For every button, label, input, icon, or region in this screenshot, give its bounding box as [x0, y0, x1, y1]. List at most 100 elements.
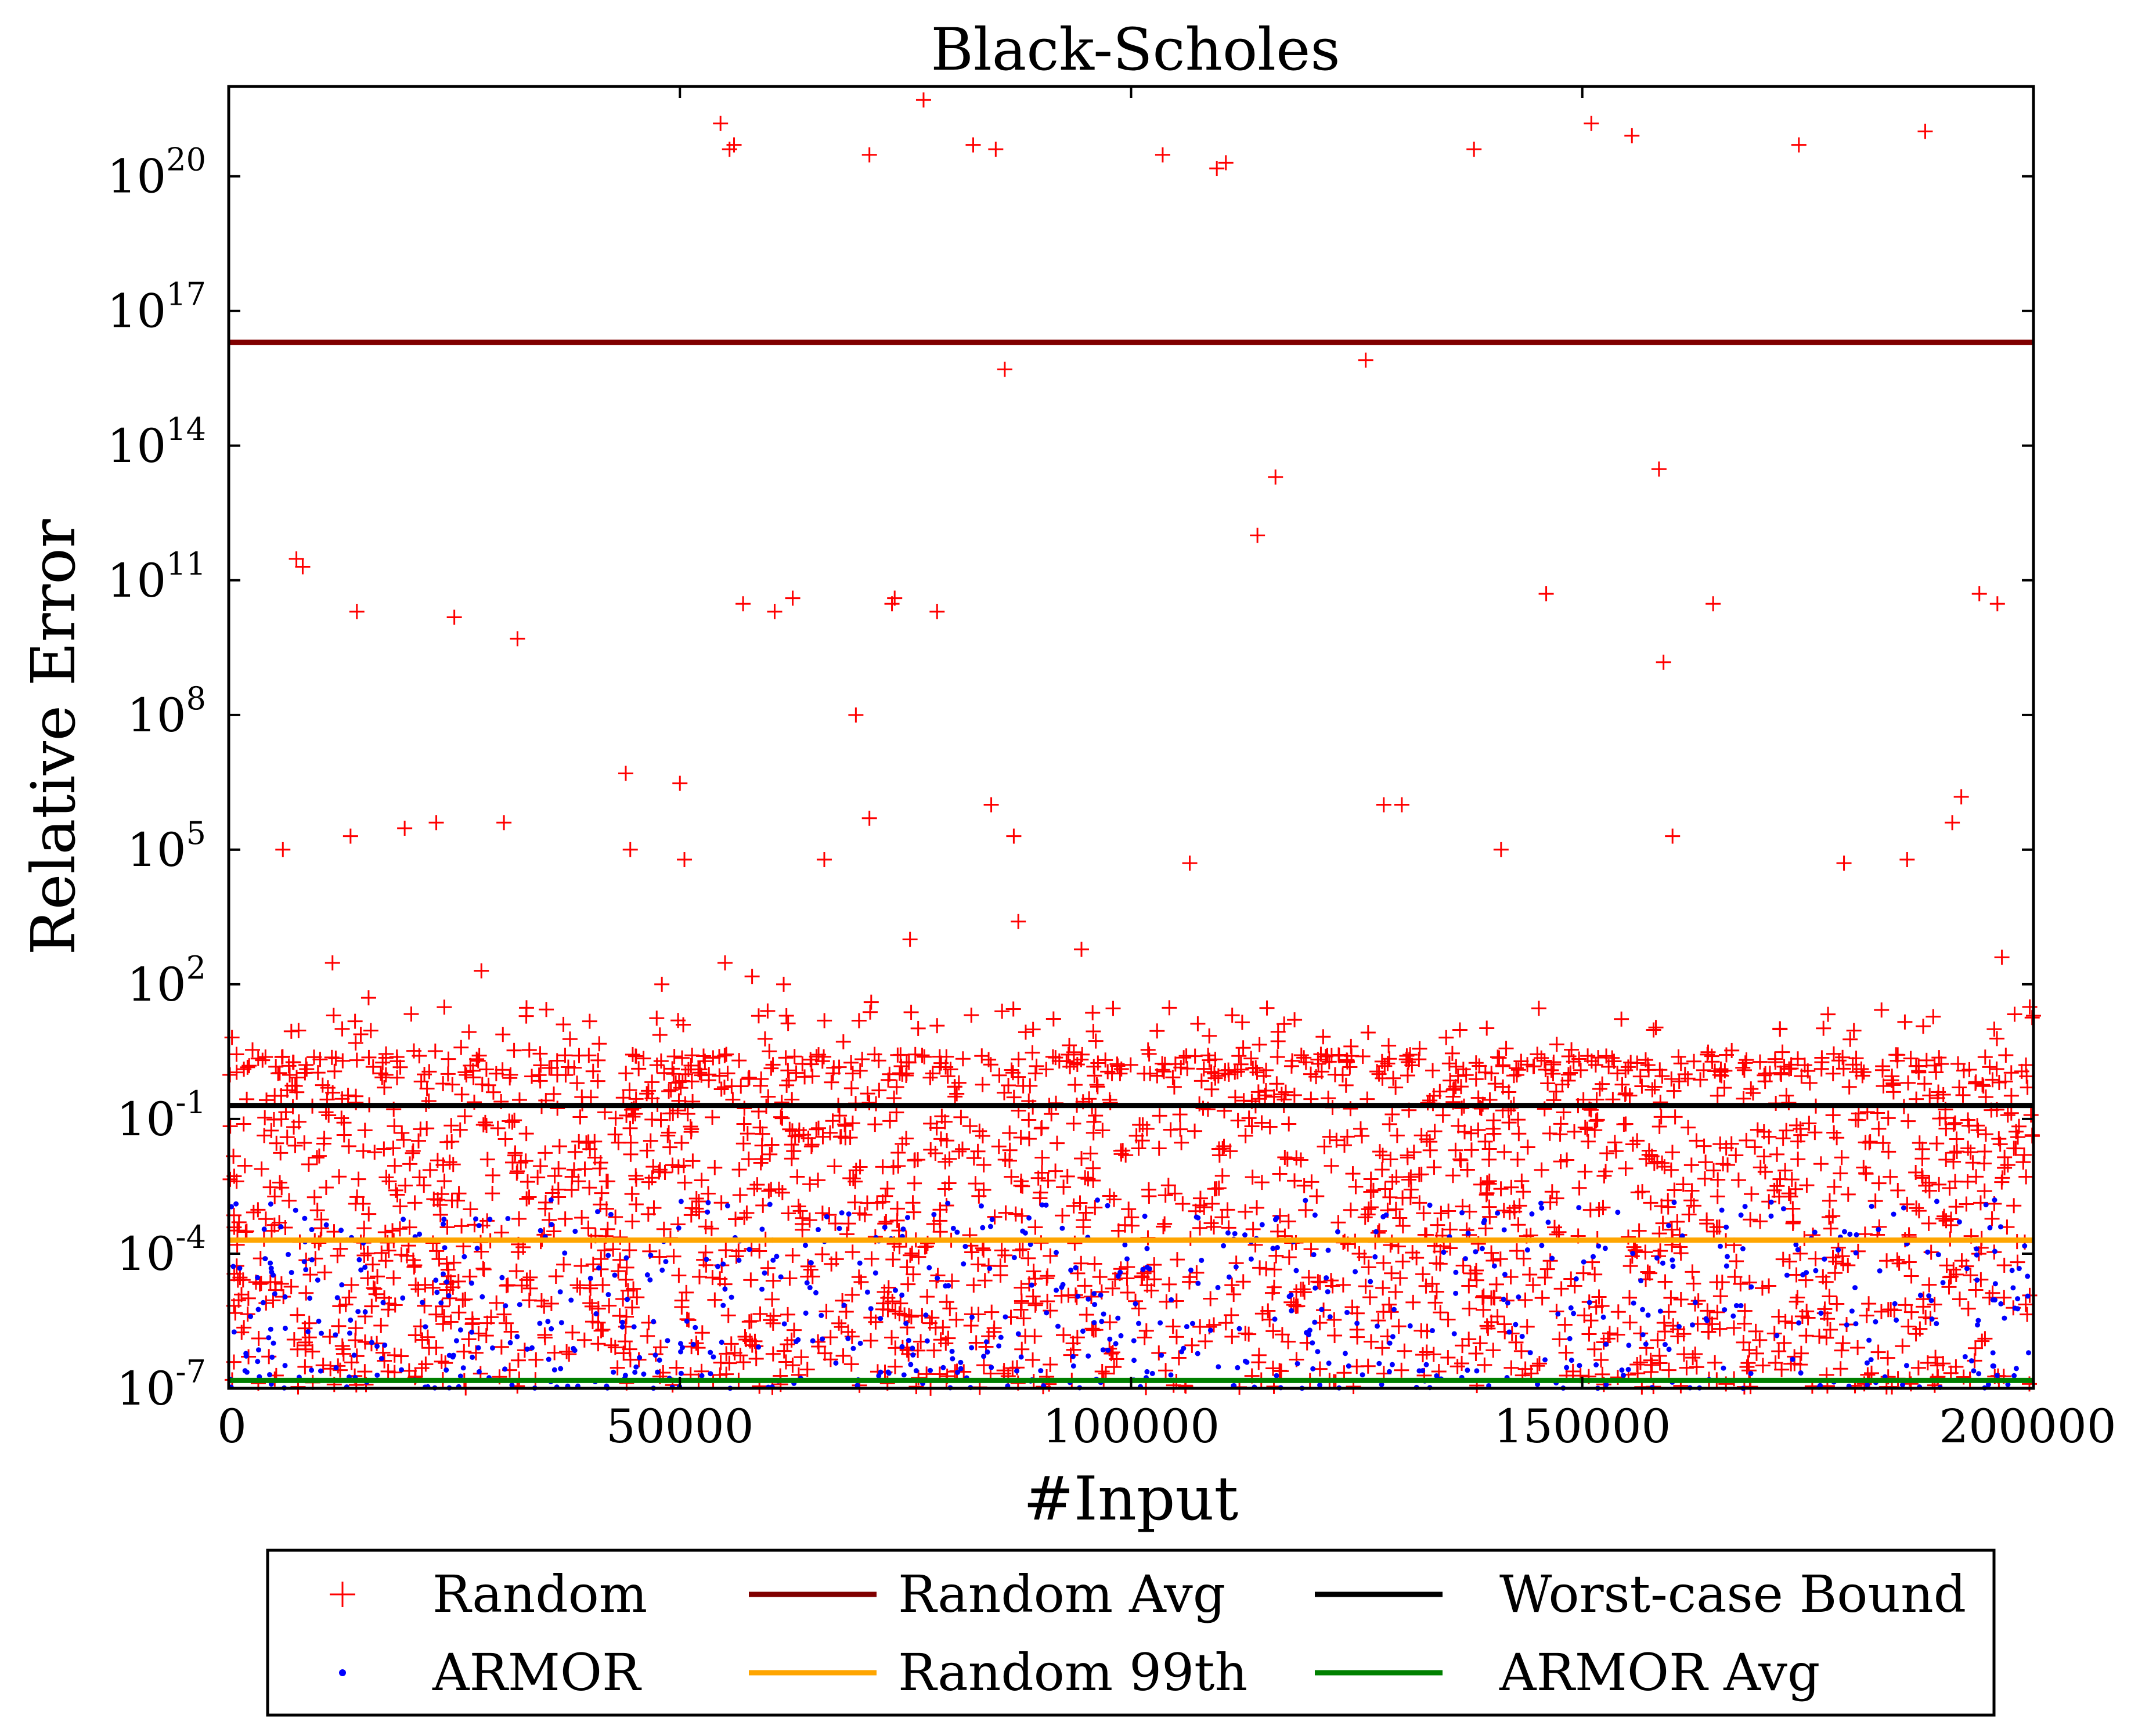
armor-point: [230, 1264, 236, 1269]
armor-point: [1992, 1248, 1997, 1254]
armor-point: [641, 1371, 647, 1377]
random-point: [731, 1162, 747, 1178]
random-point: [1712, 1321, 1728, 1337]
armor-point: [1657, 1308, 1663, 1314]
armor-point: [1586, 1300, 1592, 1305]
random-point: [1322, 1129, 1337, 1145]
armor-point: [244, 1369, 250, 1375]
armor-point: [596, 1265, 602, 1271]
armor-point: [690, 1341, 696, 1347]
random-point: [1055, 1208, 1070, 1223]
random-point: [843, 1356, 859, 1372]
armor-point: [1529, 1211, 1535, 1217]
random-point: [556, 1016, 571, 1032]
random-point: [437, 1173, 452, 1189]
armor-point: [1453, 1290, 1459, 1296]
armor-point: [903, 1320, 909, 1326]
random-point: [1092, 1269, 1108, 1285]
armor-point: [334, 1295, 340, 1301]
y-tick-base: 10: [107, 150, 166, 204]
random-point: [1850, 1243, 1866, 1259]
armor-point: [505, 1215, 511, 1221]
armor-point: [1722, 1307, 1728, 1313]
random-point: [1766, 1326, 1782, 1341]
random-point: [1405, 1294, 1421, 1310]
random-point: [557, 1211, 573, 1227]
armor-point: [940, 1365, 946, 1370]
armor-point: [846, 1211, 852, 1217]
random-point: [615, 1090, 631, 1106]
random-point: [1192, 1190, 1208, 1206]
random-point: [427, 1043, 443, 1059]
random-point: [1631, 1223, 1647, 1239]
random-point: [1040, 1294, 1055, 1309]
armor-point: [1242, 1358, 1248, 1364]
armor-point: [619, 1324, 625, 1330]
armor-point: [1847, 1232, 1853, 1237]
random-point: [697, 1053, 713, 1069]
armor-point: [1303, 1197, 1308, 1203]
random-point: [1697, 1171, 1712, 1186]
armor-point: [1626, 1342, 1632, 1348]
random-point: [1090, 1079, 1105, 1095]
random-point: [774, 1185, 790, 1200]
random-point: [1503, 1269, 1519, 1285]
random-point: [1293, 1047, 1309, 1063]
armor-point: [632, 1369, 638, 1375]
random-point: [1196, 1199, 1212, 1215]
armor-point: [309, 1367, 315, 1373]
random-point: [1891, 1255, 1907, 1271]
random-point: [1351, 1246, 1367, 1262]
random-point: [1214, 1210, 1230, 1225]
armor-point: [1272, 1316, 1278, 1322]
random-point: [236, 1062, 252, 1077]
armor-point: [442, 1245, 448, 1251]
armor-point: [987, 1223, 993, 1229]
armor-point: [446, 1293, 452, 1298]
armor-point: [1615, 1210, 1621, 1215]
armor-point: [1226, 1274, 1232, 1280]
armor-point: [1502, 1272, 1508, 1277]
random-point: [1948, 1199, 1964, 1215]
random-point: [1673, 1291, 1689, 1307]
armor-point: [1818, 1311, 1824, 1316]
armor-point: [1169, 1297, 1174, 1302]
armor-point: [1768, 1199, 1774, 1205]
random-point: [1378, 1181, 1393, 1197]
random-point: [1768, 1355, 1783, 1371]
random-point: [1281, 1250, 1297, 1265]
random-point: [722, 1355, 737, 1371]
random-point: [1683, 1157, 1699, 1173]
armor-point: [950, 1225, 956, 1231]
random-point: [1514, 1173, 1530, 1189]
armor-point: [1225, 1230, 1231, 1236]
armor-point: [255, 1306, 261, 1312]
random-point: [704, 1221, 719, 1236]
armor-point: [1638, 1278, 1644, 1284]
random-point: [338, 1297, 354, 1312]
random-point: [1685, 1350, 1701, 1366]
random-point: [331, 1169, 347, 1185]
random-point: [747, 1181, 762, 1197]
random-point: [773, 1109, 789, 1125]
armor-point: [348, 1317, 354, 1323]
armor-point: [1901, 1205, 1906, 1211]
random-point: [1563, 1065, 1578, 1081]
armor-point: [622, 1373, 628, 1378]
random-point: [1384, 1174, 1400, 1189]
armor-point: [1310, 1366, 1316, 1372]
random-point: [437, 999, 452, 1015]
armor-point: [1451, 1331, 1457, 1337]
armor-point: [1813, 1268, 1819, 1273]
random-point: [1516, 1251, 1531, 1266]
armor-point: [557, 1289, 563, 1295]
armor-point: [1567, 1336, 1573, 1341]
armor-point: [708, 1371, 713, 1377]
random-point: [1086, 1023, 1101, 1039]
random-point: [914, 1048, 930, 1063]
armor-point: [720, 1302, 726, 1308]
random-point: [1192, 1220, 1207, 1236]
armor-point: [1038, 1368, 1044, 1374]
random-point: [1775, 1251, 1791, 1267]
random-point: [1454, 1355, 1470, 1371]
